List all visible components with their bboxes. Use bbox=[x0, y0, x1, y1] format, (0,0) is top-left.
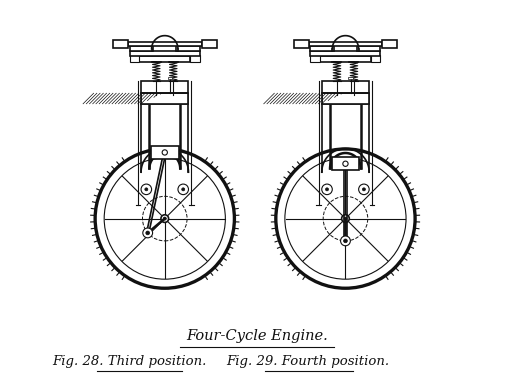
Circle shape bbox=[178, 184, 189, 194]
Bar bbox=[128, 42, 201, 46]
Bar bbox=[310, 46, 334, 52]
Circle shape bbox=[359, 184, 369, 194]
Bar bbox=[113, 40, 128, 48]
Bar bbox=[322, 93, 369, 104]
Bar bbox=[348, 77, 353, 79]
Bar bbox=[141, 93, 189, 104]
Bar bbox=[168, 77, 172, 79]
Bar bbox=[201, 40, 217, 48]
Bar bbox=[322, 93, 369, 104]
Bar bbox=[310, 52, 380, 56]
Circle shape bbox=[343, 161, 348, 167]
Circle shape bbox=[162, 150, 168, 155]
Bar bbox=[139, 56, 190, 62]
Bar bbox=[320, 56, 371, 62]
Bar bbox=[293, 40, 308, 48]
Circle shape bbox=[325, 188, 328, 191]
Circle shape bbox=[342, 215, 350, 222]
Bar bbox=[130, 46, 154, 52]
Circle shape bbox=[362, 188, 365, 191]
Bar bbox=[151, 146, 179, 159]
Bar bbox=[176, 46, 200, 52]
Bar bbox=[357, 46, 380, 52]
Bar bbox=[190, 55, 200, 62]
Circle shape bbox=[182, 188, 185, 191]
Circle shape bbox=[145, 188, 148, 191]
Circle shape bbox=[322, 184, 332, 194]
Bar bbox=[371, 55, 380, 62]
Bar bbox=[141, 93, 189, 104]
Bar bbox=[130, 55, 139, 62]
Bar bbox=[308, 42, 382, 46]
Circle shape bbox=[163, 217, 167, 220]
Circle shape bbox=[146, 231, 150, 235]
Circle shape bbox=[161, 215, 169, 222]
Bar bbox=[332, 157, 359, 170]
Circle shape bbox=[343, 239, 347, 243]
Circle shape bbox=[341, 236, 351, 246]
Bar bbox=[141, 81, 188, 93]
Bar bbox=[130, 52, 200, 56]
Bar bbox=[382, 40, 397, 48]
Circle shape bbox=[344, 217, 347, 220]
Circle shape bbox=[141, 184, 152, 194]
Bar bbox=[322, 81, 369, 93]
Text: Four-Cycle Engine.: Four-Cycle Engine. bbox=[186, 329, 328, 343]
Circle shape bbox=[143, 228, 153, 238]
Text: Fig. 28. Third position.: Fig. 28. Third position. bbox=[52, 354, 206, 367]
Bar bbox=[310, 55, 320, 62]
Text: Fig. 29. Fourth position.: Fig. 29. Fourth position. bbox=[226, 354, 390, 367]
